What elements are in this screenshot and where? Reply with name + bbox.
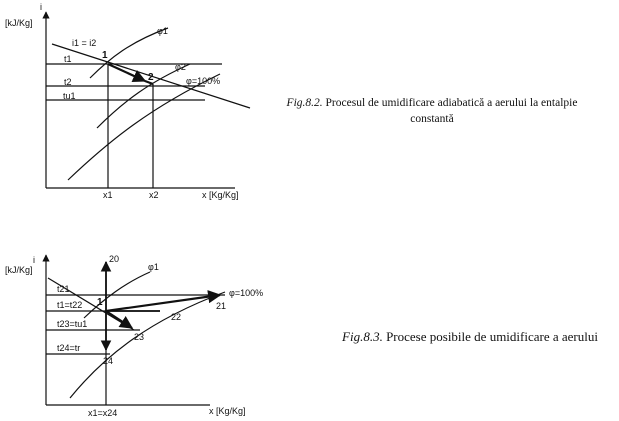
fig2-phi1-label: φ1 bbox=[148, 262, 159, 272]
fig1-phi1-curve bbox=[89, 27, 169, 79]
fig1-point1-label: 1 bbox=[102, 50, 108, 61]
fig2-point22-label: 22 bbox=[171, 312, 181, 322]
fig1-t2-label: t2 bbox=[64, 77, 72, 87]
fig1-y-label: i bbox=[40, 2, 42, 12]
fig1-x-label: x [Kg/Kg] bbox=[202, 190, 239, 200]
fig2-point1-label: 1 bbox=[97, 297, 103, 308]
fig1-phi2-label: φ2 bbox=[175, 62, 186, 72]
fig1-enthalpy-line bbox=[51, 43, 251, 109]
fig1-process-arrow bbox=[107, 63, 147, 83]
fig2-point21-label: 21 bbox=[216, 301, 226, 311]
fig2-x-label: x [Kg/Kg] bbox=[209, 406, 246, 416]
figure1-diagram bbox=[42, 11, 251, 189]
fig1-x2-label: x2 bbox=[149, 190, 159, 200]
figure1-caption-text: Procesul de umidificare adiabatică a aer… bbox=[325, 97, 578, 125]
fig2-phi100-label: φ=100% bbox=[229, 288, 263, 298]
fig1-x1-label: x1 bbox=[103, 190, 113, 200]
fig1-t1-label: t1 bbox=[64, 54, 72, 64]
fig2-t23-tu1-label: t23=tu1 bbox=[57, 319, 87, 329]
fig2-point20-label: 20 bbox=[109, 254, 119, 264]
figure2-caption-number: Fig.8.3. bbox=[342, 329, 383, 344]
fig1-iso-label: i1 = i2 bbox=[72, 38, 96, 48]
figure1-caption-number: Fig.8.2. bbox=[286, 97, 323, 109]
figure1-caption: Fig.8.2. Procesul de umidificare adiabat… bbox=[282, 95, 582, 127]
fig2-point23-label: 23 bbox=[134, 332, 144, 342]
fig2-arrow-to-21 bbox=[105, 290, 222, 313]
figure1-labels: i [kJ/Kg] x [Kg/Kg] i1 = i2 φ1 φ2 φ=100%… bbox=[5, 2, 239, 200]
fig2-y-label: i bbox=[33, 255, 35, 265]
fig2-arrow-to-23 bbox=[105, 310, 134, 329]
figure2-caption-text: Procese posibile de umidificare a aerulu… bbox=[386, 329, 598, 344]
figure2-diagram bbox=[42, 254, 226, 406]
fig2-phi100-curve bbox=[69, 291, 226, 399]
fig2-t21-label: t21 bbox=[57, 284, 70, 294]
fig1-phi100-label: φ=100% bbox=[186, 76, 220, 86]
fig2-t24-tr-label: t24=tr bbox=[57, 343, 80, 353]
fig1-y-unit: [kJ/Kg] bbox=[5, 18, 33, 28]
figure2-caption: Fig.8.3. Procese posibile de umidificare… bbox=[340, 327, 600, 346]
fig2-x-eq-label: x1=x24 bbox=[88, 408, 117, 418]
fig1-tu1-label: tu1 bbox=[63, 91, 76, 101]
figure2-labels: i [kJ/Kg] x [Kg/Kg] φ1 φ=100% t21 t1=t22… bbox=[5, 254, 263, 418]
fig2-t1-t22-label: t1=t22 bbox=[57, 300, 82, 310]
fig2-point24-label: 24 bbox=[103, 356, 113, 366]
fig1-point2-label: 2 bbox=[148, 72, 154, 83]
fig2-phi1-curve bbox=[83, 271, 151, 319]
fig2-y-unit: [kJ/Kg] bbox=[5, 265, 33, 275]
fig1-phi100-curve bbox=[67, 73, 221, 181]
fig1-phi1-label: φ1 bbox=[157, 26, 168, 36]
fig1-phi2-curve bbox=[96, 63, 191, 129]
